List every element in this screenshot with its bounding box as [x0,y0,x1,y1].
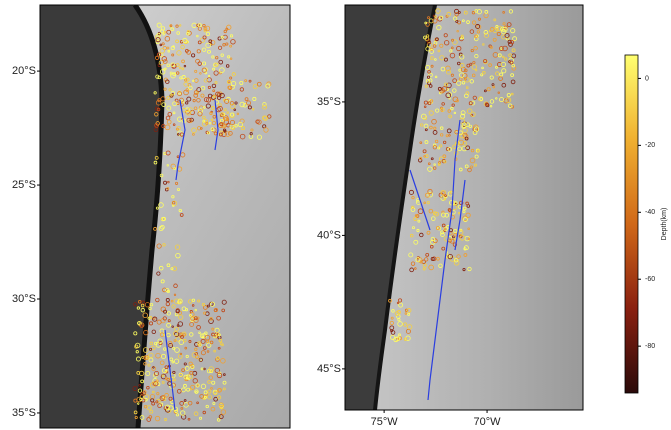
lon-label: 75°W [371,416,399,428]
colorbar-tick-label: -20 [645,142,655,149]
lon-label: 70°W [474,416,502,428]
figure: Depth(km) 20°S 25°S 30°S 35°S 35°S 40°S 45°S 75… [0,0,671,430]
lat-label: 30°S [12,293,36,305]
lat-label: 35°S [317,96,341,108]
lat-label: 20°S [12,65,36,77]
left-map [40,5,290,428]
lat-label: 40°S [317,229,341,241]
colorbar-label: Depth(km) [661,208,668,241]
colorbar-tick-label: -80 [645,343,655,350]
lat-label: 35°S [12,407,36,419]
lat-label: 25°S [12,179,36,191]
lat-label: 45°S [317,363,341,375]
colorbar [625,55,638,393]
colorbar-tick-label: -60 [645,276,655,283]
right-map [345,5,583,410]
colorbar-tick-label: 0 [645,75,649,82]
colorbar-tick-label: -40 [645,209,655,216]
